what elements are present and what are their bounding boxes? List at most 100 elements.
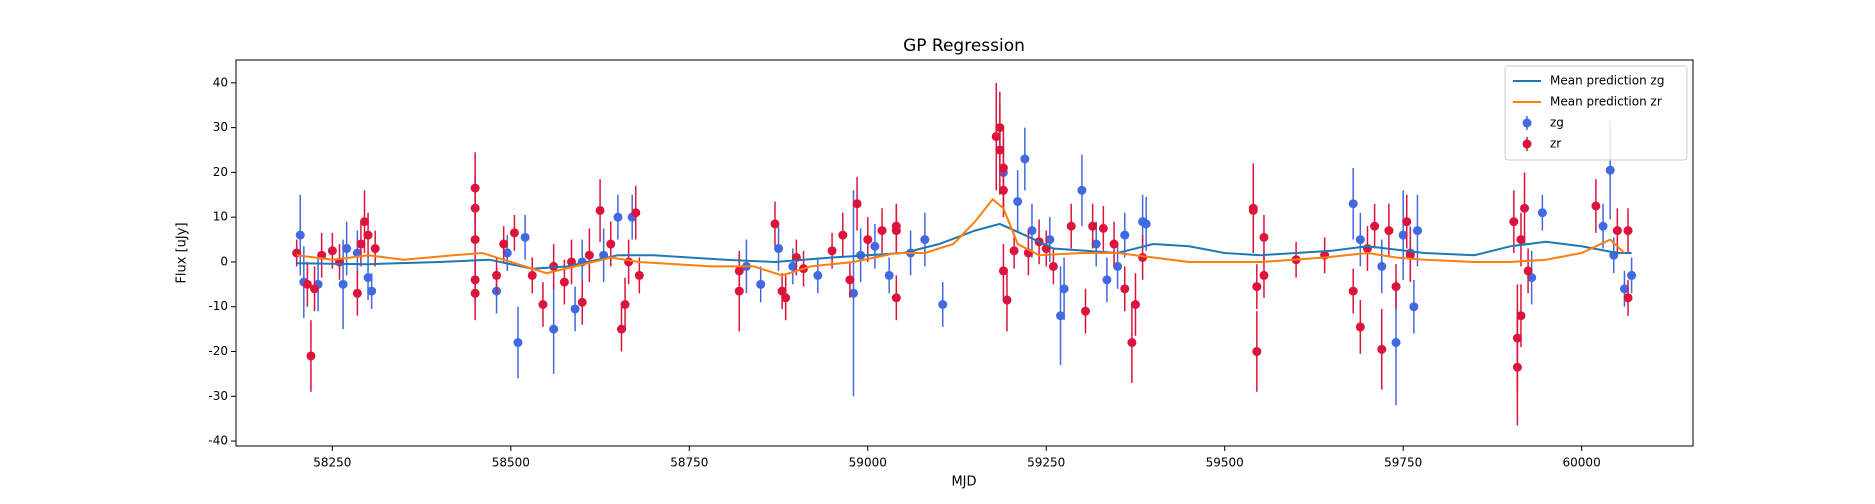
data-point xyxy=(938,299,948,309)
data-point xyxy=(998,163,1008,173)
data-point xyxy=(1627,270,1637,280)
data-point xyxy=(813,270,823,280)
data-point xyxy=(995,145,1005,155)
data-point xyxy=(1348,286,1358,296)
plot-area xyxy=(292,82,1637,426)
x-tick-label: 58750 xyxy=(670,456,708,470)
data-point xyxy=(1102,275,1112,285)
data-point xyxy=(1512,362,1522,372)
data-point xyxy=(1141,219,1151,229)
data-point xyxy=(606,239,616,249)
x-tick-label: 59250 xyxy=(1027,456,1065,470)
data-point xyxy=(852,199,862,209)
data-point xyxy=(499,239,509,249)
y-tick-label: -40 xyxy=(208,434,228,448)
data-point xyxy=(1088,221,1098,231)
data-point xyxy=(1077,185,1087,195)
data-point xyxy=(1098,223,1108,233)
data-point xyxy=(1355,322,1365,332)
data-point xyxy=(1009,246,1019,256)
data-point xyxy=(502,248,512,258)
data-point xyxy=(1516,235,1526,245)
plot-frame xyxy=(235,59,1694,447)
data-point xyxy=(470,235,480,245)
data-point xyxy=(549,324,559,334)
y-tick-label: -10 xyxy=(208,299,228,313)
data-point xyxy=(470,183,480,193)
data-point xyxy=(777,286,787,296)
data-point xyxy=(1623,293,1633,303)
data-point xyxy=(1059,284,1069,294)
data-point xyxy=(356,239,366,249)
data-point xyxy=(1348,199,1358,209)
data-point xyxy=(1027,226,1037,236)
data-point xyxy=(559,277,569,287)
y-tick-label: 10 xyxy=(213,210,228,224)
data-point xyxy=(870,241,880,251)
data-point xyxy=(302,279,312,289)
data-point xyxy=(1516,311,1526,321)
data-point xyxy=(1091,239,1101,249)
data-point xyxy=(920,235,930,245)
data-point xyxy=(570,304,580,314)
data-point xyxy=(1056,311,1066,321)
data-point xyxy=(1391,338,1401,348)
data-point xyxy=(520,232,530,242)
data-point xyxy=(1398,230,1408,240)
data-point xyxy=(848,288,858,298)
data-point xyxy=(1598,221,1608,231)
data-point xyxy=(363,273,373,283)
data-point xyxy=(995,123,1005,133)
data-point xyxy=(1252,347,1262,357)
data-point xyxy=(884,270,894,280)
y-tick-label: 40 xyxy=(213,75,228,89)
data-point xyxy=(577,297,587,307)
data-point xyxy=(998,185,1008,195)
data-point xyxy=(863,235,873,245)
legend-label: Mean prediction zg xyxy=(1550,74,1664,88)
legend-label: Mean prediction zr xyxy=(1550,95,1662,109)
data-point xyxy=(1252,282,1262,292)
legend-label: zr xyxy=(1550,137,1561,151)
data-point xyxy=(788,261,798,271)
data-point xyxy=(1520,203,1530,213)
data-point xyxy=(1391,282,1401,292)
x-tick-label: 58500 xyxy=(492,456,530,470)
legend-label: zg xyxy=(1550,116,1564,130)
data-point xyxy=(538,299,548,309)
data-point xyxy=(877,226,887,236)
data-point xyxy=(770,219,780,229)
data-point xyxy=(620,299,630,309)
data-point xyxy=(991,132,1001,142)
data-point xyxy=(1259,232,1269,242)
data-point xyxy=(1113,261,1123,271)
data-point xyxy=(774,244,784,254)
data-point xyxy=(1130,299,1140,309)
data-point xyxy=(1259,270,1269,280)
data-point xyxy=(756,279,766,289)
data-point xyxy=(1591,201,1601,211)
data-point xyxy=(1377,344,1387,354)
data-point xyxy=(1527,273,1537,283)
y-tick-label: -30 xyxy=(208,389,228,403)
data-point xyxy=(492,270,502,280)
chart-title: GP Regression xyxy=(903,36,1025,56)
data-point xyxy=(1612,226,1622,236)
data-point xyxy=(1013,197,1023,207)
data-point xyxy=(295,230,305,240)
y-tick-label: 30 xyxy=(213,120,228,134)
legend: Mean prediction zg Mean prediction zr zg zr xyxy=(1504,65,1688,161)
data-point xyxy=(613,212,623,222)
data-point xyxy=(1623,226,1633,236)
data-point xyxy=(1109,239,1119,249)
data-point xyxy=(1619,284,1629,294)
data-point xyxy=(595,205,605,215)
data-point xyxy=(827,246,837,256)
legend-box xyxy=(1504,65,1688,161)
data-point xyxy=(470,203,480,213)
data-point xyxy=(734,286,744,296)
data-point xyxy=(306,351,316,361)
data-point xyxy=(352,288,362,298)
x-tick-label: 59750 xyxy=(1384,456,1422,470)
